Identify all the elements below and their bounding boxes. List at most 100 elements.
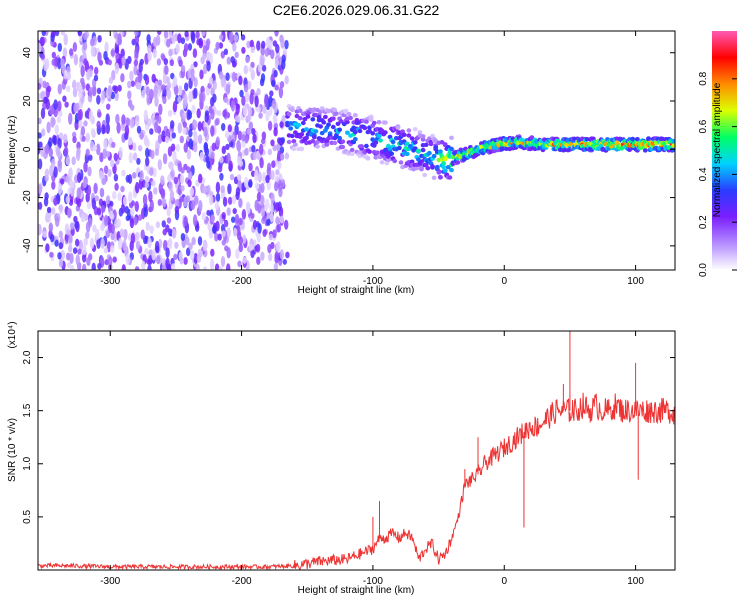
noise-cell [276,223,281,233]
spectrogram-x-label: Height of straight line (km) [298,285,415,296]
noise-cell [167,109,173,117]
noise-cell [197,134,203,144]
noise-cell [143,109,148,121]
noise-cell [66,229,71,236]
y-tick-label: 20 [22,95,33,107]
noise-cell [96,238,101,250]
noise-cell [243,65,248,75]
noise-cell [278,206,284,218]
noise-cell [161,258,166,266]
noise-cell [224,245,229,252]
noise-cell [125,215,130,222]
noise-cell [197,121,203,132]
trace-cell [367,149,372,154]
noise-cell [227,124,232,133]
x-tick-label: -300 [100,576,120,587]
noise-cell [135,181,140,194]
trace-cell [297,108,303,114]
noise-cell [130,104,135,111]
noise-cell [82,41,88,51]
noise-cell [256,256,261,265]
noise-cell [57,83,62,95]
noise-cell [220,185,225,194]
noise-cell [147,237,152,249]
noise-cell [186,166,191,174]
noise-cell [51,181,56,190]
noise-cell [145,147,150,158]
noise-cell [220,224,226,233]
noise-cell [103,50,108,61]
noise-cell [65,175,70,184]
y-tick-label: -40 [22,238,33,253]
noise-cell [130,232,136,245]
noise-cell [147,118,152,127]
noise-cell [221,123,226,131]
noise-cell [265,174,270,184]
noise-cell [155,245,160,254]
y-tick-label: -20 [22,190,33,205]
noise-cell [60,249,66,261]
noise-cell [192,48,198,58]
noise-cell [78,119,83,129]
noise-cell [139,132,144,140]
noise-cell [147,264,152,270]
noise-cell [177,33,182,44]
trace-cell [431,175,437,180]
noise-cell [206,60,211,72]
noise-cell [248,180,253,188]
noise-cell [108,256,113,266]
noise-cell [238,217,243,226]
noise-cell [259,157,264,169]
noise-cell [210,87,215,96]
noise-cell [254,199,259,211]
noise-cell [132,152,138,161]
noise-cell [233,34,239,43]
noise-cell [58,242,63,250]
trace-cell [409,136,415,141]
noise-cell [199,92,204,103]
noise-cell [38,42,42,54]
noise-cell [56,116,62,124]
noise-cell [157,159,162,171]
noise-cell [104,259,109,266]
noise-cell [94,66,99,75]
noise-cell [83,237,88,246]
trace-cell [382,120,388,125]
x-tick-label: -200 [232,276,252,287]
noise-cell [285,251,290,259]
trace-cell [293,130,298,135]
noise-cell [277,150,282,163]
noise-cell [110,49,116,57]
noise-cell [41,31,46,37]
noise-cell [227,196,233,205]
noise-cell [256,40,261,51]
noise-cell [269,212,274,223]
trace-cell [288,126,294,131]
noise-cell [241,209,247,220]
noise-cell [157,79,163,86]
noise-cell [49,251,54,258]
noise-cell [112,256,117,263]
noise-cell [121,264,126,270]
trace-cell [423,142,429,147]
noise-cell [158,103,163,116]
noise-cell [51,58,56,66]
snr-frame [37,330,676,571]
trace-cell [324,142,330,147]
noise-cell [182,126,187,135]
noise-cell [89,237,95,249]
noise-cell [221,145,226,155]
noise-cell [118,237,123,250]
noise-cell [92,84,97,97]
noise-cell [83,58,88,66]
noise-cell [225,143,230,150]
noise-cell [280,137,285,144]
noise-cell [192,214,198,227]
trace-cell [412,146,418,151]
trace-cell [340,144,346,150]
snr-y-ticks: 0.5 1.0 1.5 2.0 [22,350,675,524]
x-tick-label: 0 [501,276,507,287]
noise-cell [217,233,222,241]
noise-cell [133,59,139,67]
